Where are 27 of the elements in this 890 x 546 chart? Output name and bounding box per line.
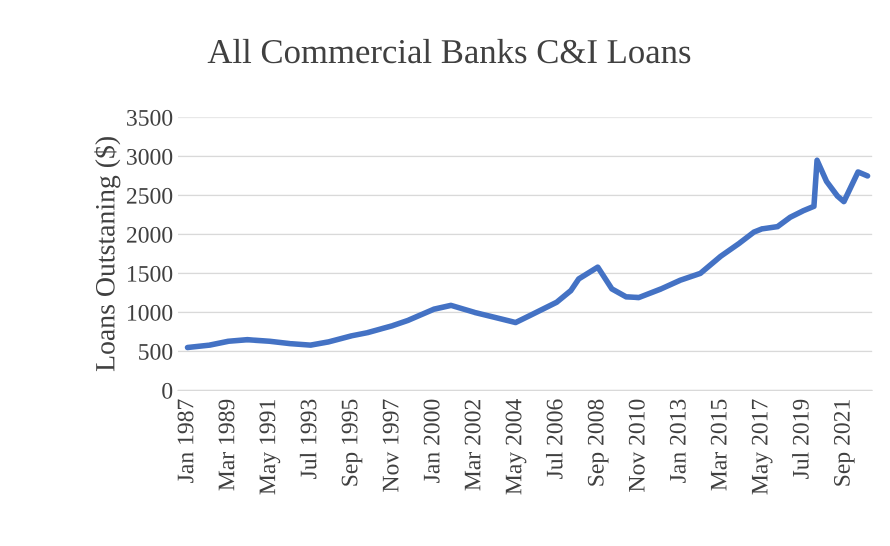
x-tick-label: Jul 2019 — [792, 400, 809, 479]
x-tick-label: Jul 1993 — [300, 400, 316, 479]
y-tick-label: 3000 — [127, 148, 172, 165]
y-tick-label: 1000 — [128, 304, 172, 321]
x-tick-label: May 2004 — [506, 399, 526, 494]
x-tick-label: Nov 2010 — [628, 400, 645, 492]
x-tick-label: Sep 2021 — [834, 400, 855, 486]
y-tick-label: 1500 — [128, 266, 172, 282]
chart-title: All Commercial Banks C&I Loans — [208, 38, 690, 64]
x-tick-label: Sep 2008 — [588, 400, 608, 486]
x-tick-label: Jul 2006 — [546, 399, 563, 479]
x-tick-label: Mar 2002 — [464, 400, 481, 491]
y-tick-label: 3500 — [127, 110, 172, 126]
x-tick-label: Mar 2015 — [710, 400, 727, 491]
x-tick-label: Sep 1995 — [342, 400, 362, 486]
x-tick-label: Mar 1989 — [218, 400, 234, 491]
y-axis-title: Loans Outstaning ($) — [94, 137, 120, 372]
x-tick-label: Jan 1987 — [178, 399, 194, 483]
y-tick-label: 500 — [139, 344, 172, 360]
x-tick-label: May 1991 — [259, 400, 280, 494]
x-tick-label: Jan 2013 — [670, 400, 686, 483]
x-tick-label: Nov 1997 — [382, 399, 399, 492]
y-tick-label: 2500 — [126, 188, 172, 204]
y-tick-label: 2000 — [126, 226, 172, 243]
x-tick-label: Jan 2000 — [424, 400, 440, 483]
x-tick-label: May 2017 — [752, 399, 772, 494]
y-tick-label: 0 — [162, 382, 172, 399]
